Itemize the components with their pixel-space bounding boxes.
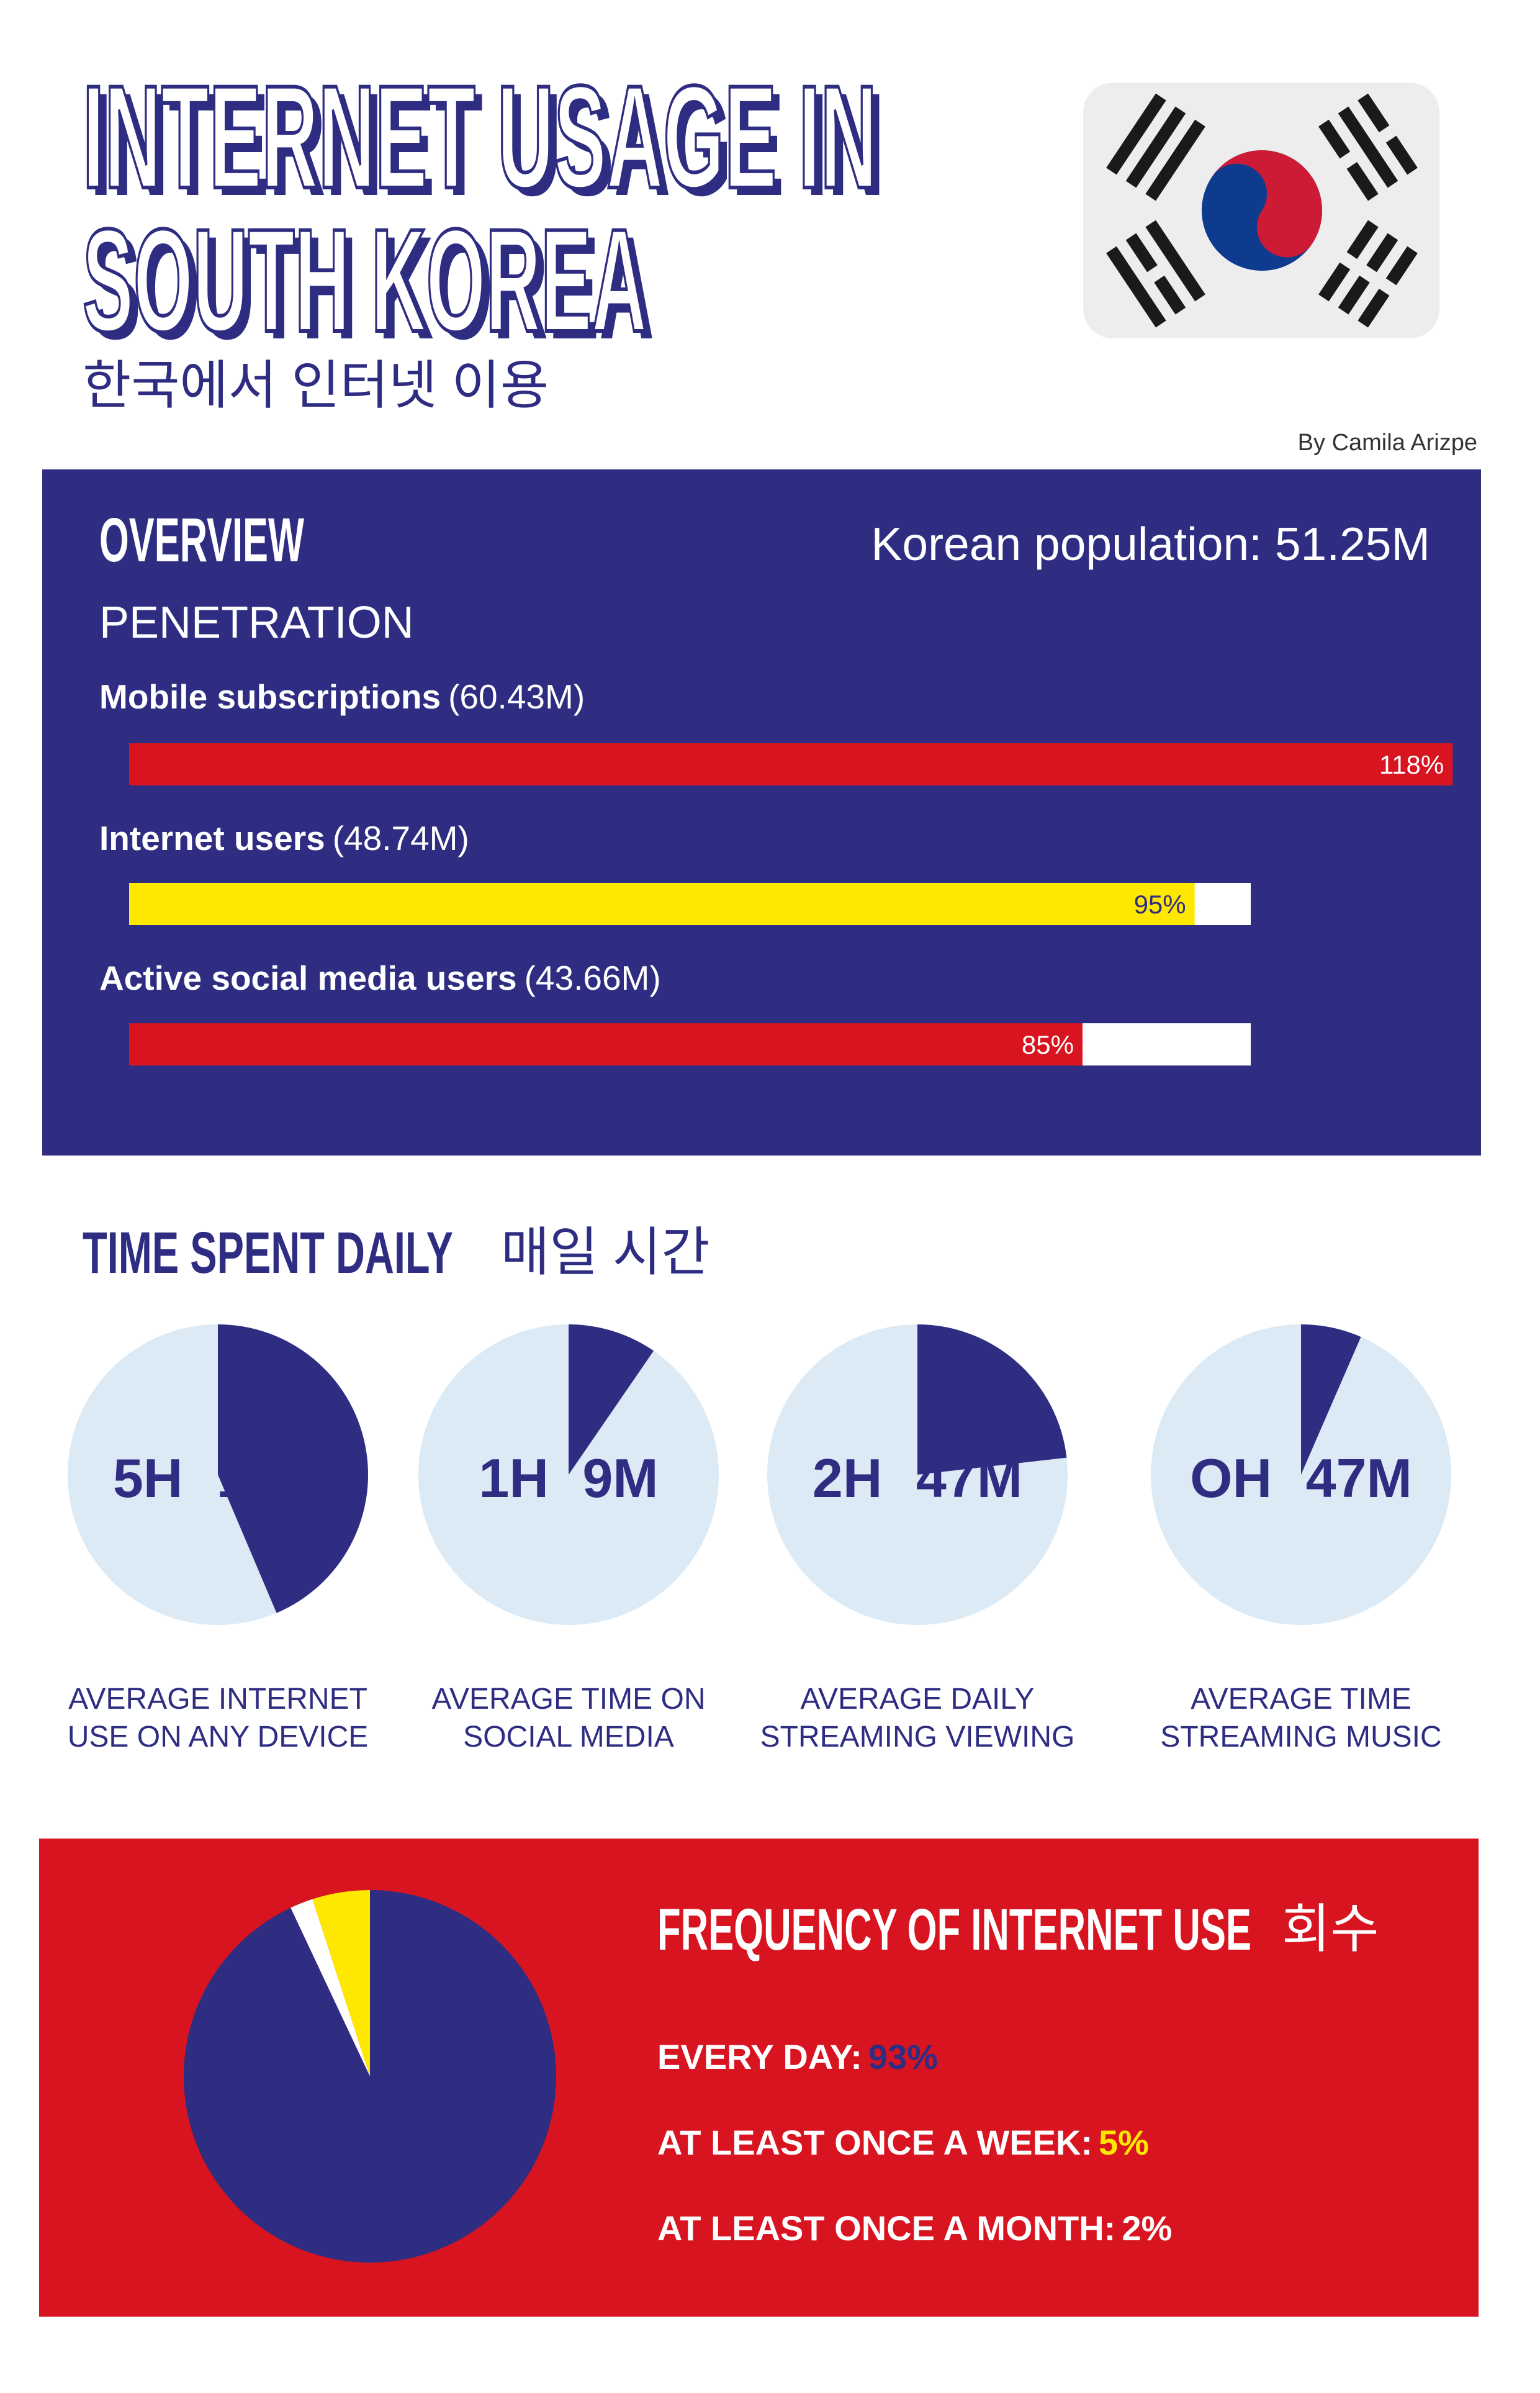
section-title-korean: 회수 xyxy=(1282,1900,1379,1959)
title-line: INTERNET USAGE IN xyxy=(83,55,877,219)
pie-caption: SOCIAL MEDIA xyxy=(463,1721,674,1753)
legend-label: AT LEAST ONCE A MONTH: xyxy=(657,2209,1115,2248)
bar-chart: Mobile subscriptions (60.43M) 118% Internet… xyxy=(99,677,1453,1065)
bar-label: Mobile subscriptions (60.43M) xyxy=(99,677,585,716)
pie-slice xyxy=(290,1899,370,2076)
population: Korean population: 51.25M xyxy=(871,518,1430,570)
section-title: FREQUENCY OF INTERNET USE xyxy=(657,1897,1251,1963)
trigram xyxy=(1318,220,1418,328)
title-line: SOUTH KOREA xyxy=(83,199,647,363)
pie-wedge xyxy=(218,1324,369,1613)
pie-value-label: OH 47M xyxy=(1190,1447,1412,1509)
pie-value-label: 2H 47M xyxy=(813,1447,1022,1509)
pie-caption: AVERAGE TIME ON xyxy=(432,1683,706,1716)
flag xyxy=(1083,83,1439,338)
legend-line: AT LEAST ONCE A MONTH: 2% xyxy=(657,2209,1172,2248)
legend-value: 93% xyxy=(868,2037,938,2076)
trigram xyxy=(1106,93,1205,201)
category: Active social media users xyxy=(99,959,517,997)
pie-caption: STREAMING MUSIC xyxy=(1160,1721,1441,1753)
bar-label: Active social media users (43.66M) xyxy=(99,959,661,997)
title-shadow: SOUTH KOREA xyxy=(90,206,654,370)
pie-value-label: 5H 14M xyxy=(113,1447,323,1509)
value-label: 95% xyxy=(1134,890,1186,919)
taeguk-red xyxy=(1212,150,1322,258)
byline: By Camila Arizpe xyxy=(1298,430,1477,456)
legend-label: EVERY DAY: xyxy=(657,2037,862,2076)
section-title: PENETRATION xyxy=(99,598,414,648)
category: Mobile subscriptions xyxy=(99,677,441,716)
pie-wedge xyxy=(917,1324,1067,1475)
category-note: (43.66M) xyxy=(525,959,661,997)
overview-title: OVERVIEW xyxy=(99,505,304,575)
bar xyxy=(129,883,1195,925)
legend-value: 2% xyxy=(1122,2209,1172,2248)
legend-line: EVERY DAY: 93% xyxy=(657,2037,938,2076)
bar xyxy=(129,743,1453,785)
trigram xyxy=(1106,220,1205,328)
bar xyxy=(129,1023,1083,1065)
pie-value-label: 1H 9M xyxy=(479,1447,658,1509)
pie-slice xyxy=(184,1890,557,2263)
category: Internet users xyxy=(99,819,325,857)
pie-caption: USE ON ANY DEVICE xyxy=(68,1721,369,1753)
frequency-pie: EVERY DAY: 93%AT LEAST ONCE A WEEK: 5%AT L… xyxy=(184,1890,1172,2263)
taeguk xyxy=(1202,150,1322,271)
trigrams xyxy=(1106,93,1418,328)
legend-label: AT LEAST ONCE A WEEK: xyxy=(657,2123,1092,2162)
title: INTERNET USAGE IN INTERNET USAGE IN SOUT… xyxy=(81,53,885,370)
bar-label: Internet users (48.74M) xyxy=(99,819,469,857)
pie-caption: AVERAGE INTERNET xyxy=(68,1683,367,1716)
pie-slice xyxy=(312,1890,370,2076)
value-label: 118% xyxy=(1379,750,1444,779)
section-title: TIME SPENT DAILY xyxy=(83,1220,453,1286)
value-label: 85% xyxy=(1022,1030,1074,1059)
legend-value: 5% xyxy=(1099,2123,1149,2162)
trigram xyxy=(1318,93,1418,201)
subtitle: 한국에서 인터넷 이용 xyxy=(83,356,549,415)
pie-wedge xyxy=(1301,1324,1361,1475)
title-shadow: INTERNET USAGE IN xyxy=(90,63,885,227)
section-title-korean: 매일 시간 xyxy=(501,1223,709,1282)
pie-wedge xyxy=(569,1324,654,1475)
legend-line: AT LEAST ONCE A WEEK: 5% xyxy=(657,2123,1149,2162)
pie-caption: AVERAGE DAILY xyxy=(800,1683,1034,1716)
pie-multiples: 5H 14M AVERAGE INTERNET USE ON ANY DEVICE 1… xyxy=(68,1324,1451,1753)
category-note: (48.74M) xyxy=(333,819,469,857)
pie-caption: AVERAGE TIME xyxy=(1191,1683,1412,1716)
category-note: (60.43M) xyxy=(448,677,585,716)
pie-caption: STREAMING VIEWING xyxy=(760,1721,1075,1753)
